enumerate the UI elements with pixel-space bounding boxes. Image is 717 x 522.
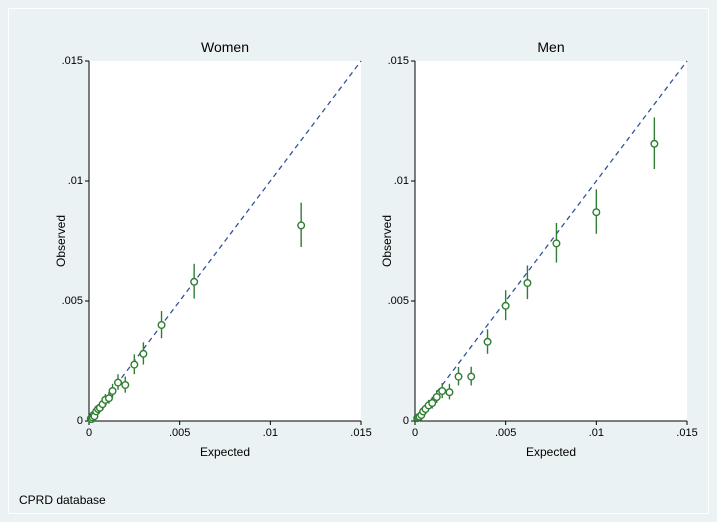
data-point (524, 280, 531, 287)
y-tick-label: .005 (62, 295, 83, 307)
data-point (433, 394, 440, 401)
y-tick-label: .015 (62, 55, 83, 67)
y-tick-label: .015 (388, 55, 409, 67)
y-tick-label: .01 (68, 175, 83, 187)
panel-svg (85, 57, 365, 425)
data-point (455, 373, 462, 380)
panel-women: Women Expected Observed 0.005.01.0150.00… (89, 61, 361, 421)
panel-svg (411, 57, 691, 425)
y-tick-label: .005 (388, 295, 409, 307)
panel-title-women: Women (89, 39, 361, 55)
x-tick-label: .015 (350, 427, 371, 439)
y-tick-label: 0 (77, 415, 83, 427)
data-point (298, 222, 305, 229)
data-point (502, 303, 509, 310)
y-axis-label: Observed (380, 215, 394, 267)
data-point (651, 141, 658, 148)
x-axis-label: Expected (89, 445, 361, 459)
figure-frame: Women Expected Observed 0 .005 .01 .015 0 .00… (8, 8, 709, 514)
data-point (439, 388, 446, 395)
panel-title-men: Men (415, 39, 687, 55)
reference-line (89, 61, 361, 421)
data-point (106, 395, 113, 402)
data-point (553, 240, 560, 247)
x-tick-label: .01 (263, 427, 278, 439)
x-tick-label: .005 (169, 427, 190, 439)
data-point (484, 339, 491, 346)
panel-men: Men Expected Observed 0.005.01.0150.005.… (415, 61, 687, 421)
x-tick-label: 0 (86, 427, 92, 439)
data-point (122, 382, 129, 389)
data-point (109, 388, 116, 395)
x-tick-label: .015 (676, 427, 697, 439)
y-axis-label: Observed (54, 215, 68, 267)
data-point (140, 351, 147, 358)
figure-caption: CPRD database (19, 493, 106, 507)
data-point (429, 400, 436, 407)
reference-line (415, 61, 687, 421)
data-point (115, 379, 122, 386)
x-tick-label: .005 (495, 427, 516, 439)
data-point (593, 209, 600, 216)
data-point (468, 373, 475, 380)
x-tick-label: 0 (412, 427, 418, 439)
y-tick-label: 0 (403, 415, 409, 427)
data-point (191, 279, 198, 286)
data-point (131, 361, 138, 368)
x-tick-label: .01 (589, 427, 604, 439)
x-axis-label: Expected (415, 445, 687, 459)
data-point (446, 389, 453, 396)
y-tick-label: .01 (394, 175, 409, 187)
data-point (158, 322, 165, 329)
